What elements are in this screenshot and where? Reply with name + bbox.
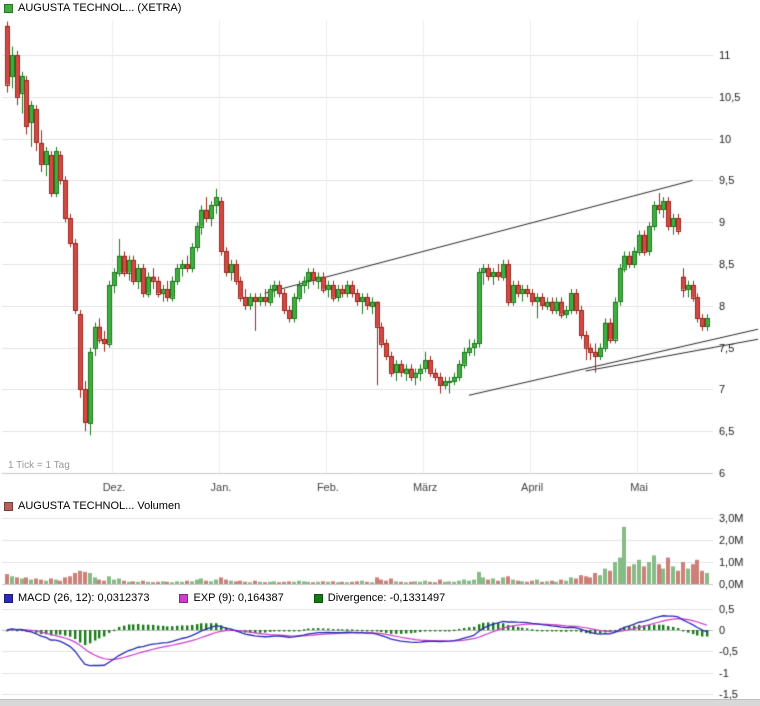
- divergence-value-label: Divergence: -0,1331497: [327, 592, 446, 604]
- horizontal-scrollbar[interactable]: [0, 699, 760, 706]
- tick-interval-note: 1 Tick = 1 Tag: [8, 460, 70, 471]
- macd-value-label: MACD (26, 12): 0,0312373: [18, 592, 150, 604]
- volume-legend-label: AUGUSTA TECHNOL... Volumen: [18, 500, 181, 512]
- macd-panel-legend: MACD (26, 12): 0,0312373 EXP (9): 0,1643…: [4, 592, 445, 604]
- exp-series-marker-icon: [179, 593, 189, 603]
- divergence-series-marker-icon: [313, 593, 323, 603]
- volume-series-legend: AUGUSTA TECHNOL... Volumen: [4, 500, 180, 512]
- divergence-legend-item: Divergence: -0,1331497: [313, 592, 446, 604]
- chart-title: AUGUSTA TECHNOL... (XETRA): [18, 2, 182, 14]
- macd-series-marker-icon: [4, 593, 13, 603]
- exp-legend-item: EXP (9): 0,164387: [179, 592, 284, 604]
- macd-legend-item: MACD (26, 12): 0,0312373: [4, 592, 149, 604]
- price-series-legend: AUGUSTA TECHNOL... (XETRA): [4, 2, 181, 14]
- volume-series-marker-icon: [4, 501, 13, 511]
- price-series-marker-icon: [4, 3, 13, 13]
- exp-value-label: EXP (9): 0,164387: [193, 592, 284, 604]
